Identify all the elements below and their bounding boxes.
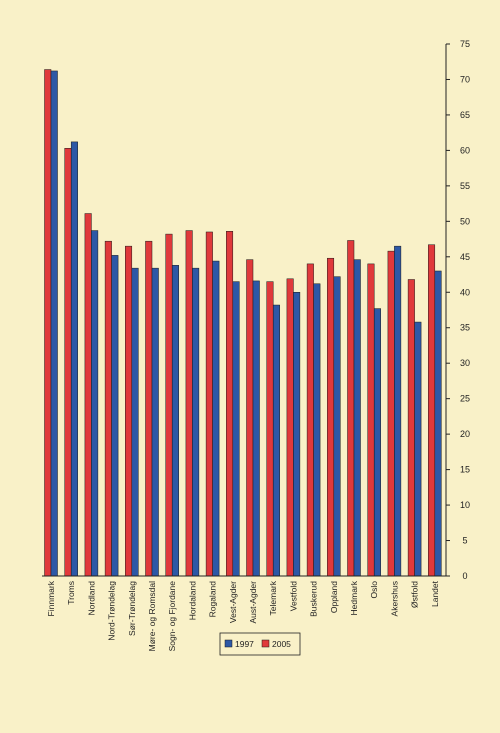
bar-2005-13 <box>306 263 314 577</box>
y-tick-label: 15 <box>460 465 470 475</box>
y-tick-label: 5 <box>462 536 467 546</box>
y-tick-label: 40 <box>460 287 470 297</box>
x-tick-label: Oslo <box>369 581 379 599</box>
bar-1997-10 <box>252 280 260 577</box>
bar-2005-12 <box>286 278 294 577</box>
x-tick-label: Oppland <box>329 581 339 613</box>
x-tick-label: Møre- og Romsdal <box>147 581 157 651</box>
bar-2005-7 <box>185 230 193 577</box>
bar-2005-4 <box>125 245 133 577</box>
bar-2005-1 <box>64 148 72 577</box>
legend-swatch-2005 <box>261 639 270 648</box>
x-tick-label: Akershus <box>389 581 399 616</box>
y-tick-label: 75 <box>460 39 470 49</box>
x-tick-label: Troms <box>66 581 76 605</box>
y-tick-label: 25 <box>460 394 470 404</box>
bar-1997-11 <box>272 304 280 577</box>
x-tick-label: Telemark <box>268 580 278 615</box>
bar-1997-6 <box>171 265 179 577</box>
x-tick-label: Sør-Trøndelag <box>127 581 137 636</box>
y-tick-label: 10 <box>460 500 470 510</box>
legend-label-1997: 1997 <box>235 639 254 649</box>
x-tick-label: Aust-Agder <box>248 581 258 624</box>
bar-2005-14 <box>327 257 335 577</box>
y-tick-label: 65 <box>460 110 470 120</box>
bar-2005-18 <box>407 279 415 577</box>
bar-1997-0 <box>50 70 58 577</box>
bar-2005-3 <box>104 240 112 577</box>
bars-group <box>44 69 442 577</box>
x-tick-label: Landet <box>430 580 440 607</box>
legend: 1997 2005 <box>219 632 301 656</box>
bar-1997-15 <box>353 259 361 577</box>
x-tick-label: Nord-Trøndelag <box>107 581 117 641</box>
legend-box <box>219 632 301 656</box>
bar-2005-2 <box>84 213 92 577</box>
x-tick-label: Østfold <box>410 581 420 608</box>
bar-1997-17 <box>394 245 402 577</box>
bar-1997-8 <box>212 260 220 577</box>
bar-2005-0 <box>44 69 52 577</box>
x-tick-label: Rogaland <box>208 581 218 618</box>
bar-1997-5 <box>151 267 159 577</box>
y-tick-label: 60 <box>460 145 470 155</box>
bar-1997-1 <box>70 141 78 577</box>
bar-1997-18 <box>414 321 422 577</box>
x-tick-label: Buskerud <box>309 581 319 617</box>
y-tick-label: 0 <box>462 571 467 581</box>
axes-group: Finnmark Troms Nordland Nord-Trøndelag Sør-T… <box>42 39 470 651</box>
bar-1997-7 <box>192 267 200 577</box>
bar-1997-4 <box>131 267 139 577</box>
y-tick-label: 45 <box>460 252 470 262</box>
bar-2005-11 <box>266 281 274 577</box>
bar-2005-9 <box>226 231 234 577</box>
x-tick-label: Hordaland <box>187 581 197 620</box>
bar-1997-3 <box>111 255 119 577</box>
bar-2005-5 <box>145 240 153 577</box>
y-tick-label: 70 <box>460 74 470 84</box>
x-tick-label: Vest-Agder <box>228 581 238 623</box>
bar-2005-16 <box>367 263 375 577</box>
x-tick-label: Vestfold <box>288 581 298 612</box>
y-tick-label: 35 <box>460 323 470 333</box>
bar-1997-19 <box>434 270 442 577</box>
bar-2005-15 <box>347 240 355 577</box>
bar-2005-10 <box>246 259 254 577</box>
y-tick-label: 30 <box>460 358 470 368</box>
bar-1997-12 <box>293 292 301 577</box>
x-tick-label: Nordland <box>86 581 96 616</box>
x-tick-label: Finnmark <box>46 580 56 616</box>
bar-2005-6 <box>165 233 173 577</box>
y-tick-label: 55 <box>460 181 470 191</box>
bar-1997-2 <box>91 230 99 577</box>
bar-2005-8 <box>205 231 213 577</box>
y-tick-label: 20 <box>460 429 470 439</box>
x-tick-label: Hedmark <box>349 580 359 615</box>
bar-2005-17 <box>387 250 395 577</box>
legend-label-2005: 2005 <box>272 639 291 649</box>
y-tick-label: 50 <box>460 216 470 226</box>
bar-1997-9 <box>232 281 240 577</box>
bar-1997-13 <box>313 283 321 577</box>
legend-swatch-1997 <box>224 639 233 648</box>
bar-2005-19 <box>428 244 436 577</box>
bar-1997-16 <box>373 308 381 577</box>
bar-1997-14 <box>333 276 341 577</box>
x-tick-label: Sogn- og Fjordane <box>167 581 177 652</box>
